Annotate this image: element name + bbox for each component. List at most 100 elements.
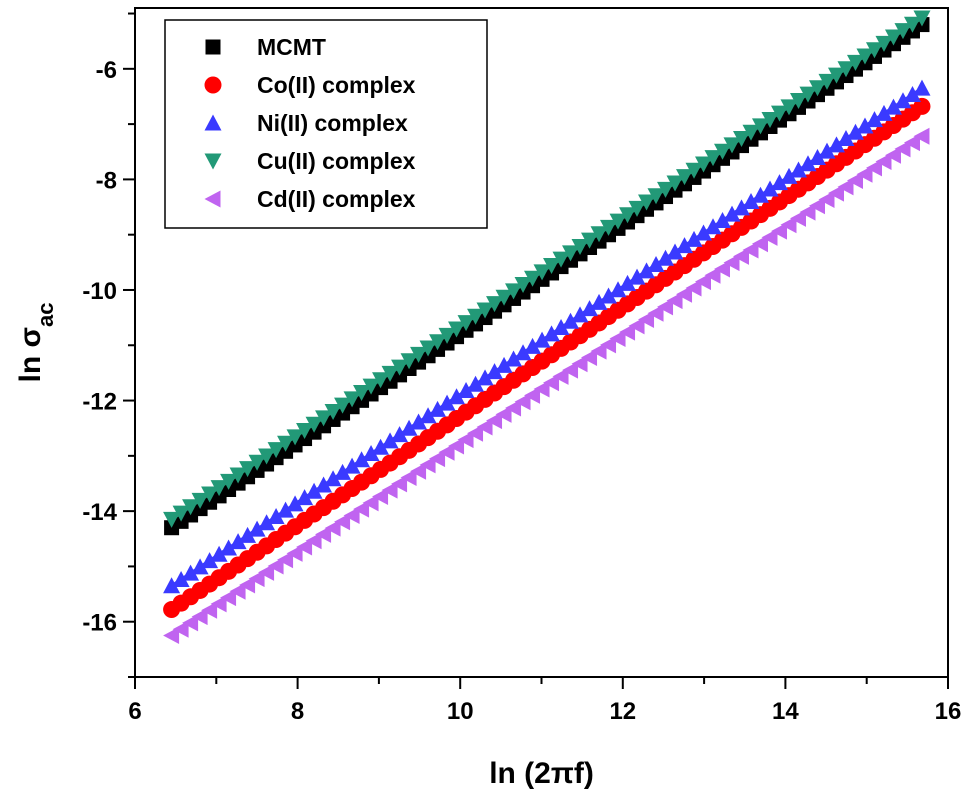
data-point — [239, 576, 256, 594]
data-point — [856, 48, 874, 65]
data-point — [267, 507, 285, 524]
legend-marker — [204, 76, 222, 94]
data-point — [666, 292, 683, 310]
data-point — [590, 293, 608, 310]
data-point — [790, 209, 807, 227]
data-point — [457, 431, 474, 449]
x-tick-label: 16 — [935, 698, 962, 725]
data-point — [524, 270, 542, 287]
data-point — [752, 118, 770, 135]
data-point — [229, 533, 247, 550]
data-point — [182, 499, 200, 516]
data-point — [581, 232, 599, 249]
data-point — [552, 251, 570, 268]
data-point — [695, 273, 712, 291]
series-3 — [163, 10, 931, 528]
data-point — [894, 23, 912, 40]
data-point — [771, 222, 788, 240]
data-point — [884, 98, 902, 115]
data-point — [191, 608, 208, 626]
data-point — [324, 470, 342, 487]
data-point — [191, 492, 209, 509]
data-point — [372, 487, 389, 505]
data-point — [638, 311, 655, 329]
data-point — [799, 203, 816, 221]
data-point — [286, 544, 303, 562]
data-point — [799, 86, 817, 103]
data-point — [248, 520, 266, 537]
data-point — [182, 614, 199, 632]
data-point — [438, 327, 456, 344]
data-point — [894, 140, 911, 158]
data-point — [391, 359, 409, 376]
data-point — [448, 388, 466, 405]
data-point — [609, 330, 626, 348]
data-point — [505, 283, 523, 300]
data-point — [381, 432, 399, 449]
data-point — [562, 245, 580, 262]
data-point — [419, 407, 437, 424]
data-point — [533, 380, 550, 398]
data-point — [296, 423, 314, 440]
data-point — [875, 104, 893, 121]
data-point — [533, 331, 551, 348]
data-point — [229, 467, 247, 484]
y-tick-label: -6 — [96, 57, 117, 84]
data-point — [201, 552, 219, 569]
data-point — [704, 150, 722, 167]
legend-marker — [205, 39, 221, 55]
data-point — [495, 405, 512, 423]
data-point — [742, 193, 760, 210]
data-point — [913, 127, 930, 145]
legend-label: Co(II) complex — [257, 72, 416, 98]
data-point — [172, 570, 190, 587]
data-point — [771, 174, 789, 191]
data-point — [619, 207, 637, 224]
data-point — [761, 112, 779, 129]
data-point — [514, 277, 532, 294]
series-2 — [163, 79, 931, 594]
data-point — [505, 350, 523, 367]
data-point — [210, 595, 227, 613]
data-point — [780, 167, 798, 184]
x-tick-label: 14 — [772, 698, 799, 725]
data-point — [286, 495, 304, 512]
data-point — [780, 216, 797, 234]
data-point — [296, 489, 314, 506]
legend-marker — [204, 190, 221, 208]
data-point — [324, 404, 342, 421]
data-point — [790, 92, 808, 109]
data-point — [657, 181, 675, 198]
data-point — [846, 54, 864, 71]
data-point — [362, 378, 380, 395]
legend-label: Cd(II) complex — [257, 186, 416, 212]
data-point — [429, 334, 447, 351]
data-point — [372, 372, 390, 389]
data-point — [771, 105, 789, 122]
data-point — [410, 462, 427, 480]
data-point — [486, 296, 504, 313]
data-point — [704, 266, 721, 284]
data-point — [210, 545, 228, 562]
data-point — [685, 279, 702, 297]
data-point — [410, 413, 428, 430]
data-point — [799, 155, 817, 172]
data-point — [818, 142, 836, 159]
data-point — [903, 134, 920, 152]
data-point — [714, 260, 731, 278]
data-point — [372, 438, 390, 455]
data-point — [609, 213, 627, 230]
data-point — [638, 194, 656, 211]
data-point — [324, 519, 341, 537]
legend-label: Ni(II) complex — [257, 110, 408, 136]
data-point — [172, 505, 190, 522]
data-point — [315, 410, 333, 427]
data-point — [391, 475, 408, 493]
data-point — [400, 469, 417, 487]
data-point — [884, 29, 902, 46]
data-point — [353, 384, 371, 401]
legend-label: MCMT — [257, 34, 326, 60]
legend-label: Cu(II) complex — [257, 148, 416, 174]
data-point — [808, 148, 826, 165]
